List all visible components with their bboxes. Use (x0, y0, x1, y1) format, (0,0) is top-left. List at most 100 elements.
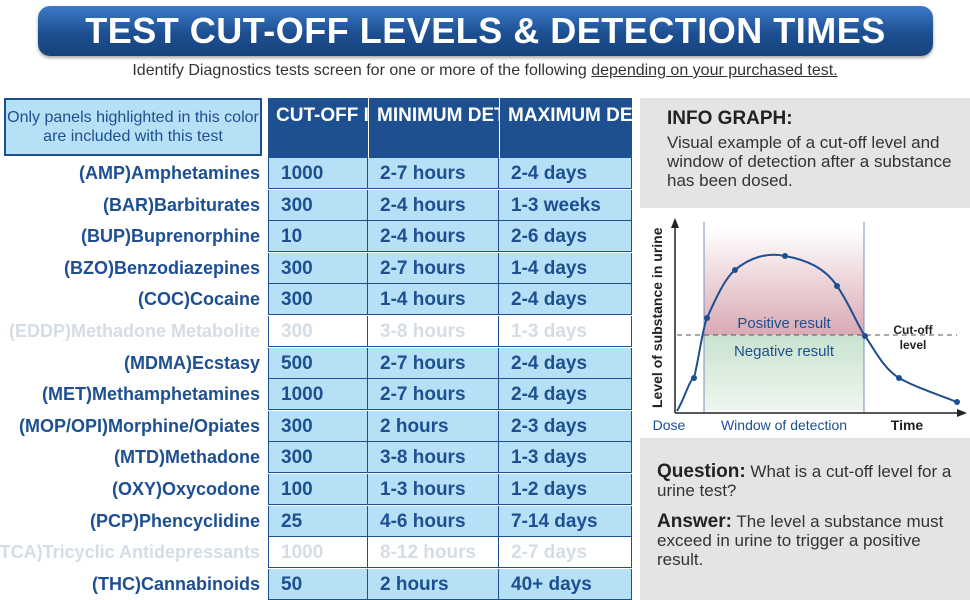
negative-label: Negative result (734, 343, 835, 360)
header-maximum: MAXIMUM DETECTION (500, 98, 716, 158)
positive-region (704, 228, 864, 335)
cutoff-cell: 1000 (268, 379, 368, 411)
minimum-cell: 1-4 hours (368, 284, 499, 316)
minimum-cell: 2 hours (368, 410, 499, 442)
table-row: 50 2 hours 40+ days (268, 568, 632, 600)
panel-name: (THC)Cannabinoids (92, 573, 260, 594)
dose-label: Dose (653, 417, 686, 433)
subtitle-underlined: depending on your purchased test. (591, 62, 838, 79)
cutoff-cell: 1000 (268, 537, 368, 569)
curve-point (896, 375, 902, 381)
y-axis-label: Level of substance in urine (649, 227, 665, 408)
minimum-cell: 3-8 hours (368, 442, 499, 474)
question-text: What is a cut-off level for a urine test… (657, 462, 952, 500)
question-label: Question: (657, 461, 746, 482)
subtitle: Identify Diagnostics tests screen for on… (0, 62, 970, 80)
answer-text: The level a substance must exceed in uri… (657, 512, 944, 569)
table-row: 300 1-4 hours 2-4 days (268, 284, 632, 316)
maximum-cell: 2-3 days (499, 410, 632, 442)
cutoff-label-1: Cut-off (893, 323, 933, 337)
panel-name: (PCP)Phencyclidine (89, 510, 260, 531)
positive-label: Positive result (737, 315, 831, 332)
answer: Answer: The level a substance must excee… (657, 512, 957, 569)
cutoff-cell: 25 (268, 505, 368, 537)
header-minimum: MINIMUM DETECTION (369, 98, 578, 158)
info-description: Visual example of a cut-off level and wi… (667, 133, 952, 190)
maximum-cell: 1-3 days (499, 442, 632, 474)
maximum-cell: 2-7 days (499, 537, 632, 569)
window-label: Window of detection (721, 417, 847, 433)
minimum-cell: 2-7 hours (368, 158, 499, 189)
maximum-cell: 2-4 days (499, 284, 632, 316)
panel-name: (MET)Methamphetamines (41, 384, 260, 405)
minimum-cell: 2-7 hours (368, 379, 499, 411)
cutoff-label-2: level (900, 338, 927, 352)
maximum-cell: 1-2 days (499, 474, 632, 505)
curve-point (862, 333, 868, 339)
minimum-cell: 8-12 hours (368, 537, 499, 569)
minimum-cell: 2 hours (368, 568, 499, 600)
curve-point (782, 253, 788, 259)
maximum-cell: 1-3 days (499, 316, 632, 347)
cutoff-cell: 300 (268, 284, 368, 316)
table-row: 25 4-6 hours 7-14 days (268, 505, 632, 537)
cutoff-cell: 300 (268, 252, 368, 284)
cutoff-cell: 500 (268, 347, 368, 379)
table-row: 300 3-8 hours 1-3 days (268, 442, 632, 474)
cutoff-cell: 1000 (268, 158, 368, 189)
maximum-cell: 2-4 days (499, 158, 632, 189)
y-axis-arrow (671, 218, 679, 228)
cutoff-cell: 300 (268, 442, 368, 474)
cutoff-cell: 300 (268, 189, 368, 221)
minimum-cell: 3-8 hours (368, 316, 499, 347)
panel-name: (MDMA)Ecstasy (123, 352, 260, 373)
panel-name: (TCA)Tricyclic Antidepressants (0, 542, 260, 563)
curve-point (732, 267, 738, 273)
minimum-cell: 2-4 hours (368, 221, 499, 253)
table-row: 10 2-4 hours 2-6 days (268, 221, 632, 253)
table-row: 300 2-4 hours 1-3 weeks (268, 189, 632, 221)
curve-point (704, 315, 710, 321)
minimum-cell: 2-7 hours (368, 347, 499, 379)
cutoff-cell: 100 (268, 474, 368, 505)
panel-name: (AMP)Amphetamines (78, 163, 260, 183)
x-axis-arrow (957, 409, 967, 417)
minimum-cell: 2-4 hours (368, 189, 499, 221)
maximum-cell: 2-4 days (499, 379, 632, 411)
maximum-cell: 7-14 days (499, 505, 632, 537)
table-row: 300 2-7 hours 1-4 days (268, 252, 632, 284)
subtitle-text: Identify Diagnostics tests screen for on… (132, 62, 592, 79)
table-row: 1000 8-12 hours 2-7 days (268, 537, 632, 569)
maximum-cell: 40+ days (499, 568, 632, 600)
question: Question: What is a cut-off level for a … (657, 462, 957, 500)
curve-point (954, 399, 960, 405)
page-title: TEST CUT-OFF LEVELS & DETECTION TIMES (38, 6, 933, 56)
curve-point (691, 375, 697, 381)
table-row: 1000 2-7 hours 2-4 days (268, 379, 632, 411)
table-row: 100 1-3 hours 1-2 days (268, 474, 632, 505)
info-title: INFO GRAPH: (667, 108, 793, 129)
negative-region (704, 335, 864, 410)
panel-name: (OXY)Oxycodone (111, 479, 260, 499)
panel-name: (MTD)Methadone (114, 447, 260, 468)
cutoff-cell: 300 (268, 316, 368, 347)
minimum-cell: 2-7 hours (368, 252, 499, 284)
maximum-cell: 2-4 days (499, 347, 632, 379)
curve-points (691, 253, 960, 405)
table-row: 1000 2-7 hours 2-4 days (268, 158, 632, 189)
minimum-cell: 1-3 hours (368, 474, 499, 505)
curve-point (834, 283, 840, 289)
time-label: Time (891, 417, 924, 433)
header-cutoff: CUT-OFF IN ng/mL (268, 98, 445, 158)
info-graph: Level of substance in urine Positive res… (637, 208, 970, 438)
highlight-legend-note: Only panels highlighted in this color ar… (4, 98, 262, 156)
panel-name: (MOP/OPI)Morphine/Opiates (18, 415, 260, 436)
maximum-cell: 1-4 days (499, 252, 632, 284)
question-answer: Question: What is a cut-off level for a … (657, 462, 957, 581)
cutoff-cell: 300 (268, 410, 368, 442)
panel-name: (BZO)Benzodiazepines (63, 257, 260, 278)
panel-name: (BAR)Barbiturates (102, 194, 260, 215)
minimum-cell: 4-6 hours (368, 505, 499, 537)
panel-name: (BUP)Buprenorphine (81, 226, 260, 247)
cutoff-cell: 50 (268, 568, 368, 600)
